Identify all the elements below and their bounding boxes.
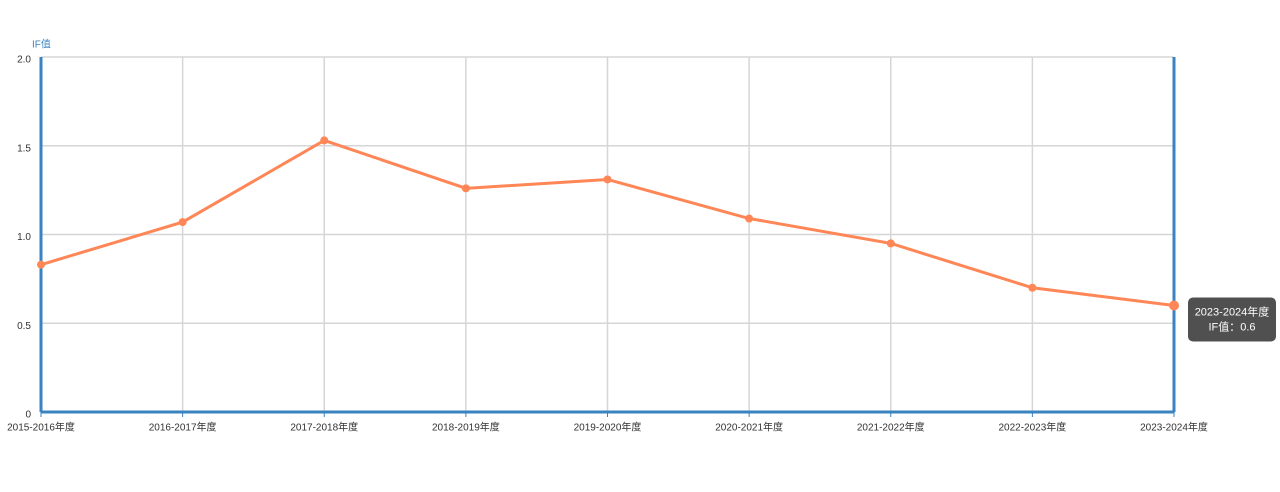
point [886, 239, 895, 248]
x-tick-label: 2019-2020年度 [574, 421, 642, 434]
tooltip-box [1188, 297, 1276, 342]
point [37, 260, 45, 269]
tooltip-title: 2023-2024年度 [1195, 304, 1270, 318]
x-tick-label: 2017-2018年度 [290, 421, 358, 434]
x-tick-label: 2022-2023年度 [998, 421, 1066, 434]
point [461, 184, 470, 193]
point [1028, 283, 1037, 292]
x-tick-label: 2023-2024年度 [1140, 421, 1208, 434]
point [1169, 300, 1179, 311]
point [603, 175, 612, 184]
x-tick-label: 2018-2019年度 [432, 421, 500, 434]
y-axis-name: IF值 [32, 38, 51, 51]
y-tick-label: 2.0 [17, 55, 31, 66]
y-tick-label: 1.0 [17, 232, 31, 243]
y-tick-label: 0.5 [17, 321, 31, 332]
x-tick-label: 2021-2022年度 [857, 421, 925, 434]
tooltip-text: IF值：0.6 [1208, 320, 1255, 333]
y-tick-label: 1.5 [17, 143, 31, 154]
x-tick-label: 2016-2017年度 [149, 421, 217, 434]
x-tick-label: 2020-2021年度 [715, 421, 783, 434]
x-tick-label: 2015-2016年度 [7, 421, 75, 434]
point [320, 136, 329, 145]
y-tick-label: 0 [25, 410, 31, 421]
point [745, 214, 754, 223]
tooltip: 2023-2024年度 IF值：0.6 [1188, 297, 1276, 342]
point [178, 218, 187, 227]
